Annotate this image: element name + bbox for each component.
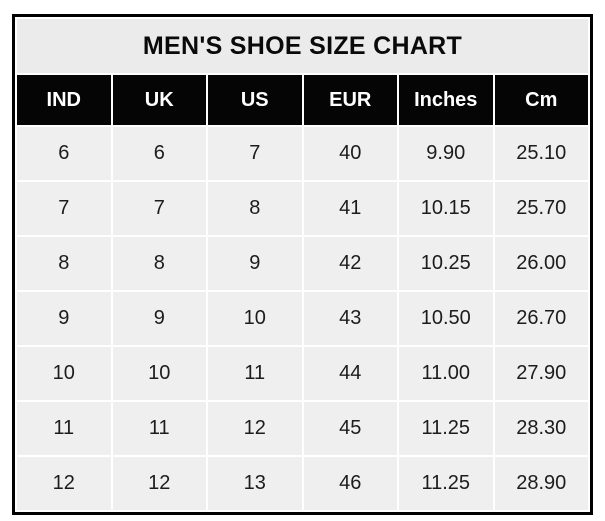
table-cell: 46 (303, 457, 397, 510)
table-cell: 7 (112, 182, 206, 235)
table-cell: 11 (112, 402, 206, 455)
table-row: 10 10 11 44 11.00 27.90 (17, 347, 588, 400)
table-cell: 6 (17, 127, 111, 180)
table-cell: 6 (112, 127, 206, 180)
table-row: 8 8 9 42 10.25 26.00 (17, 237, 588, 290)
table-row: 11 11 12 45 11.25 28.30 (17, 402, 588, 455)
table-cell: 11.00 (399, 347, 493, 400)
table-cell: 7 (208, 127, 302, 180)
table-cell: 44 (303, 347, 397, 400)
table-cell: 26.70 (494, 292, 588, 345)
table-cell: 10 (112, 347, 206, 400)
table-cell: 28.30 (494, 402, 588, 455)
chart-title: MEN'S SHOE SIZE CHART (17, 19, 588, 73)
column-header-eur: EUR (303, 75, 397, 125)
table-cell: 9 (112, 292, 206, 345)
table-cell: 41 (303, 182, 397, 235)
table-cell: 9.90 (399, 127, 493, 180)
table-row: 9 9 10 43 10.50 26.70 (17, 292, 588, 345)
table-cell: 8 (17, 237, 111, 290)
table-cell: 27.90 (494, 347, 588, 400)
table-cell: 8 (112, 237, 206, 290)
table-cell: 10 (17, 347, 111, 400)
table-cell: 25.10 (494, 127, 588, 180)
table-cell: 40 (303, 127, 397, 180)
table-cell: 10.50 (399, 292, 493, 345)
column-header-uk: UK (112, 75, 206, 125)
table-cell: 9 (17, 292, 111, 345)
table-cell: 10 (208, 292, 302, 345)
column-header-inches: Inches (399, 75, 493, 125)
table-cell: 43 (303, 292, 397, 345)
table-cell: 13 (208, 457, 302, 510)
table-cell: 28.90 (494, 457, 588, 510)
table-cell: 25.70 (494, 182, 588, 235)
table-cell: 11 (17, 402, 111, 455)
column-header-us: US (208, 75, 302, 125)
table-cell: 11.25 (399, 402, 493, 455)
table-row: 6 6 7 40 9.90 25.10 (17, 127, 588, 180)
title-row: MEN'S SHOE SIZE CHART (17, 19, 588, 73)
table-cell: 9 (208, 237, 302, 290)
table-cell: 12 (112, 457, 206, 510)
table-cell: 12 (17, 457, 111, 510)
header-row: IND UK US EUR Inches Cm (17, 75, 588, 125)
table-cell: 7 (17, 182, 111, 235)
shoe-size-chart: MEN'S SHOE SIZE CHART IND UK US EUR Inch… (12, 14, 593, 515)
table-cell: 42 (303, 237, 397, 290)
table-row: 7 7 8 41 10.15 25.70 (17, 182, 588, 235)
table-cell: 45 (303, 402, 397, 455)
column-header-ind: IND (17, 75, 111, 125)
table-cell: 11 (208, 347, 302, 400)
table-row: 12 12 13 46 11.25 28.90 (17, 457, 588, 510)
table-cell: 12 (208, 402, 302, 455)
size-chart-table: MEN'S SHOE SIZE CHART IND UK US EUR Inch… (15, 17, 590, 512)
table-cell: 26.00 (494, 237, 588, 290)
table-cell: 11.25 (399, 457, 493, 510)
column-header-cm: Cm (494, 75, 588, 125)
table-cell: 10.25 (399, 237, 493, 290)
table-cell: 8 (208, 182, 302, 235)
table-cell: 10.15 (399, 182, 493, 235)
